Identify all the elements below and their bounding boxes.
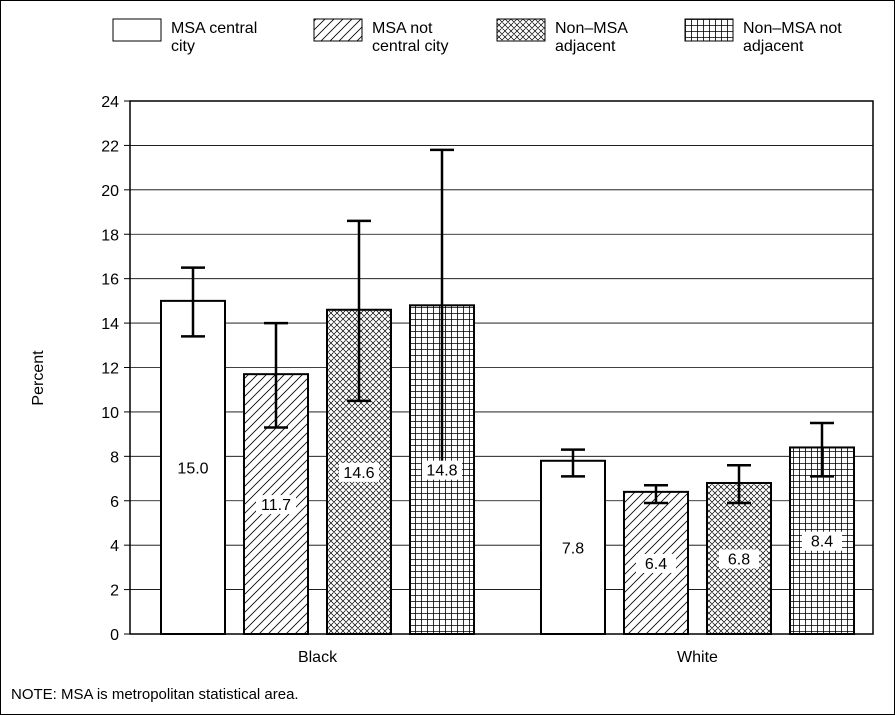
note-text: NOTE: MSA is metropolitan statistical ar… [11,686,299,703]
x-tick-label: Black [298,649,338,666]
data-label: 6.4 [645,556,667,573]
legend-swatch [112,18,162,42]
bars [160,299,855,636]
y-tick-label: 14 [101,316,119,333]
legend-label-line1: MSA central [171,20,257,37]
legend-swatch [496,18,546,42]
y-tick-label: 8 [110,449,119,466]
legend-label-line1: Non–MSA not [743,20,842,37]
y-tick-label: 0 [110,627,119,644]
y-tick-label: 22 [101,138,119,155]
data-label-box [256,495,296,515]
legend-label-line1: MSA not [372,20,433,37]
y-tick-label: 6 [110,494,119,511]
legend-label-line1: Non–MSA [555,20,628,37]
data-label-box [636,553,676,573]
plot-frame [129,100,874,635]
y-tick-label: 20 [101,183,119,200]
data-label-box [802,531,842,551]
legend-label-line2: city [171,38,195,55]
data-label-box [339,462,379,482]
bar [160,299,226,635]
data-label: 15.0 [177,460,208,477]
data-labels: 15.0 11.7 14.6 14.8 7.8 6.4 6.8 8.4 [177,460,842,573]
data-label-box [422,460,462,480]
legend-swatch [313,18,363,42]
data-label: 14.6 [343,465,374,482]
legend-label-line2: adjacent [555,38,616,55]
legend-swatch [684,18,734,42]
legend-label-line2: central city [372,38,448,55]
y-axis-label: Percent [30,350,47,406]
data-label: 11.7 [261,497,291,514]
data-label: 6.8 [728,551,750,568]
y-tick-label: 24 [101,94,119,111]
bar [540,459,606,635]
y-tick-label: 18 [101,227,119,244]
data-label: 14.8 [426,463,457,480]
data-label: 7.8 [562,540,584,557]
y-tick-label: 2 [110,583,119,600]
y-tick-label: 16 [101,272,119,289]
legend-label-line2: adjacent [743,38,804,55]
data-label-box [719,549,759,569]
y-tick-label: 10 [101,405,119,422]
y-tick-label: 4 [110,538,119,555]
y-tick-label: 12 [101,361,119,378]
data-label: 8.4 [811,534,833,551]
error-bars [181,148,834,505]
x-tick-label: White [677,649,718,666]
